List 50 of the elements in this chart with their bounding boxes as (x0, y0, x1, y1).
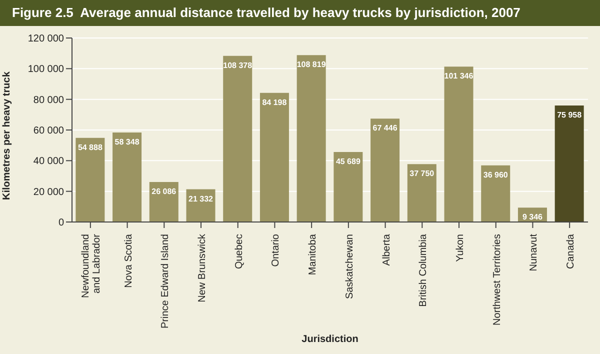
x-tick-label: Quebec (234, 234, 245, 270)
data-label: 26 086 (152, 187, 177, 196)
x-tick-label: Nova Scotia (123, 234, 134, 288)
bar (149, 182, 178, 222)
data-label: 108 819 (296, 60, 326, 70)
data-label: 37 750 (410, 169, 435, 178)
data-label: 101 346 (444, 72, 474, 81)
x-tick-label: Northwest Territories (492, 234, 503, 326)
y-tick-label: 120 000 (28, 34, 64, 45)
x-axis-title: Jurisdiction (300, 334, 360, 345)
data-label: 75 958 (557, 110, 582, 120)
bar (76, 138, 105, 222)
x-tick-label: Manitoba (308, 234, 319, 276)
x-tick-label: New Brunswick (197, 233, 208, 302)
data-label: 36 960 (483, 170, 508, 180)
y-tick-label: 100 000 (28, 64, 64, 76)
y-tick-label: 60 000 (33, 126, 64, 137)
data-label: 67 446 (372, 124, 398, 133)
x-tick-label: Ontario (270, 234, 282, 267)
bar (260, 92, 289, 222)
x-tick-label: Alberta (381, 234, 392, 266)
data-label: 9 346 (522, 212, 544, 222)
x-tick-label: Nunavut (528, 234, 540, 272)
x-tick-label: Saskatchewan (344, 234, 356, 300)
y-tick-label: 40 000 (33, 156, 64, 168)
bar (407, 164, 436, 222)
x-tick-label: Newfoundland and Labrador (80, 233, 102, 298)
data-label: 45 689 (336, 156, 361, 166)
bar (334, 152, 363, 222)
bar (296, 55, 326, 222)
y-axis-title: Kilometres per heavy truck (2, 71, 13, 200)
bar (370, 118, 400, 222)
data-label: 58 348 (114, 138, 140, 147)
bar (554, 106, 584, 222)
data-label: 21 332 (188, 194, 214, 204)
y-tick-label: 80 000 (33, 94, 64, 106)
x-tick-label: Prince Edward Island (160, 234, 172, 328)
bar (223, 56, 252, 222)
x-tick-label: Yukon (455, 234, 466, 262)
chart-title: Figure 2.5 Average annual distance travelled by heavy trucks by jurisdiction, 2007 (0, 0, 600, 26)
data-label: 108 378 (223, 60, 253, 70)
data-label: 84 198 (262, 98, 288, 107)
x-tick-label: British Columbia (418, 234, 430, 307)
y-tick-label: 0 (58, 218, 64, 229)
bar (444, 66, 474, 222)
bar (481, 165, 510, 222)
bar (112, 132, 142, 222)
data-label: 54 888 (78, 142, 103, 152)
y-tick-label: 20 000 (33, 186, 64, 198)
x-tick-label: Canada (566, 234, 577, 270)
